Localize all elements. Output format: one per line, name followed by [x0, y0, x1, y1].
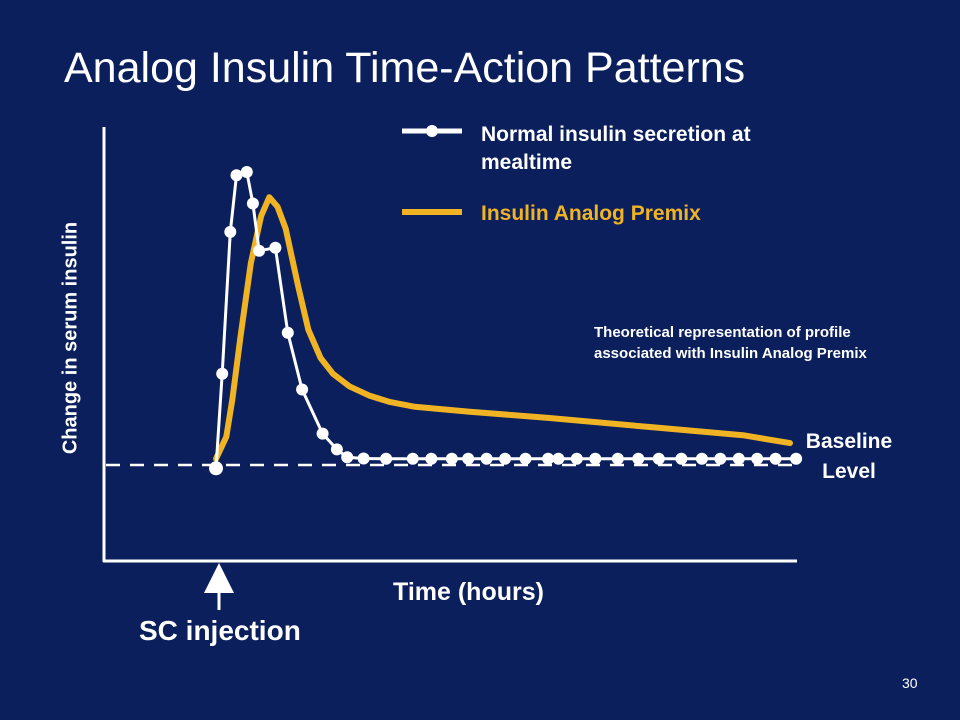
data-point-normal: [570, 452, 583, 465]
data-point-normal: [269, 241, 282, 254]
slide-title: Analog Insulin Time-Action Patterns: [64, 44, 746, 92]
data-point-normal: [445, 452, 458, 465]
y-axis-label: Change in serum insulin: [59, 221, 82, 455]
data-point-normal: [230, 169, 243, 182]
data-point-normal: [542, 452, 555, 465]
data-point-normal: [209, 461, 223, 476]
legend-label-premix: Insulin Analog Premix: [481, 202, 701, 225]
data-point-normal: [480, 452, 493, 465]
data-point-normal: [769, 452, 782, 465]
data-point-normal: [790, 452, 803, 465]
data-point-normal: [224, 225, 237, 238]
series-line-premix: [213, 194, 793, 462]
sc-injection-label: SC injection: [139, 615, 301, 646]
data-point-normal: [425, 452, 438, 465]
baseline-label: Baseline Level: [805, 430, 893, 483]
data-point-normal: [240, 166, 253, 178]
theoretical-note: Theoretical representation of profile as…: [594, 324, 867, 362]
data-point-normal: [296, 383, 309, 396]
data-point-normal: [253, 244, 266, 257]
data-point-normal: [380, 452, 393, 465]
data-point-normal: [675, 452, 688, 465]
data-point-normal: [499, 452, 512, 465]
data-point-normal: [714, 452, 727, 465]
data-point-normal: [246, 197, 259, 210]
x-axis-label: Time (hours): [393, 578, 544, 606]
data-point-normal: [330, 443, 343, 456]
data-point-normal: [732, 452, 745, 465]
data-point-normal: [652, 452, 665, 465]
data-point-normal: [357, 452, 370, 465]
data-point-normal: [695, 452, 708, 465]
data-point-normal: [281, 326, 294, 339]
data-point-normal: [406, 452, 419, 465]
data-point-normal: [589, 452, 602, 465]
data-point-normal: [552, 452, 565, 465]
data-point-normal: [341, 451, 354, 464]
page-number: 30: [902, 675, 918, 691]
data-point-normal: [519, 452, 532, 465]
data-point-normal: [462, 452, 475, 465]
legend-white-sample: [402, 125, 462, 137]
data-point-normal: [216, 367, 229, 380]
data-point-normal: [316, 427, 329, 440]
data-point-normal: [751, 452, 764, 465]
data-point-normal: [632, 452, 645, 465]
legend-label-normal: Normal insulin secretion at mealtime: [481, 123, 751, 174]
data-point-normal: [611, 452, 624, 465]
